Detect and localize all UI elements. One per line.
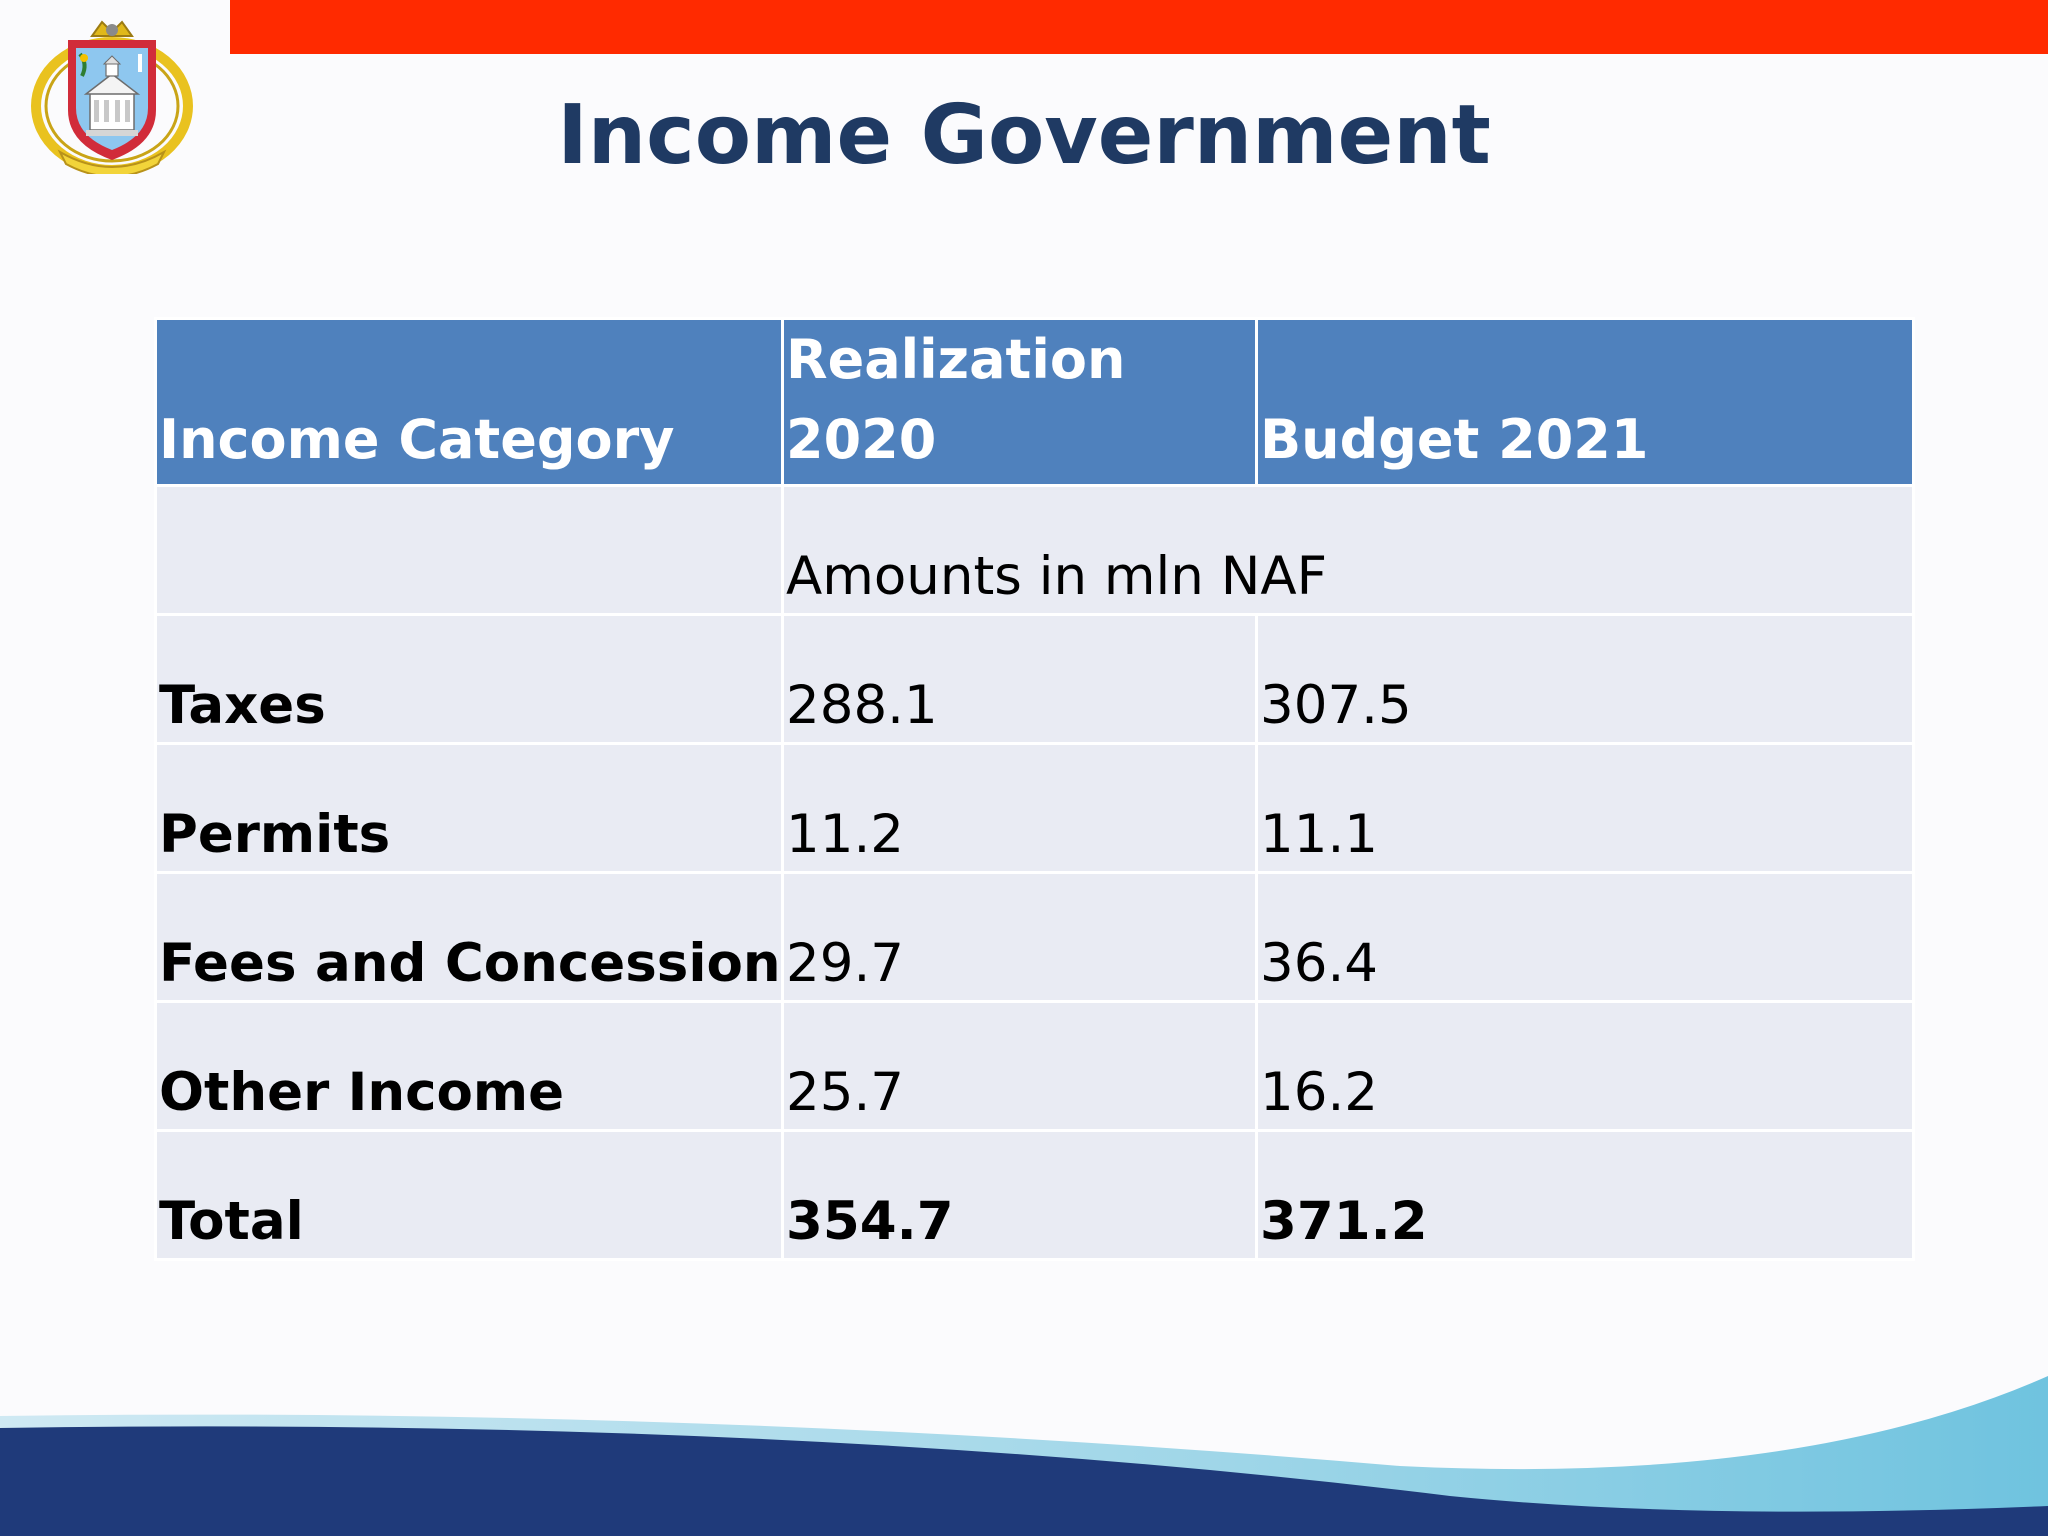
table-row: Fees and Concession 29.7 36.4 [154, 871, 1915, 1003]
budget-value: 307.5 [1255, 613, 1915, 745]
header-budget-2021: Budget 2021 [1255, 317, 1915, 487]
row-label: Other Income [154, 1000, 784, 1132]
header-realization-2020: Realization 2020 [781, 317, 1258, 487]
units-empty-cell [154, 484, 784, 616]
table-header-row: Income Category Realization 2020 Budget … [154, 317, 1915, 487]
realization-value: 11.2 [781, 742, 1258, 874]
budget-value: 371.2 [1255, 1129, 1915, 1261]
realization-value: 25.7 [781, 1000, 1258, 1132]
row-label: Permits [154, 742, 784, 874]
realization-value: 288.1 [781, 613, 1258, 745]
top-accent-bar [230, 0, 2048, 54]
row-label: Taxes [154, 613, 784, 745]
units-row: Amounts in mln NAF [154, 484, 1915, 616]
bottom-wave-decoration [0, 1376, 2048, 1536]
total-row: Total 354.7 371.2 [154, 1129, 1915, 1261]
budget-value: 16.2 [1255, 1000, 1915, 1132]
page-title: Income Government [557, 88, 1491, 183]
realization-value: 29.7 [781, 871, 1258, 1003]
coat-of-arms-icon [30, 14, 195, 178]
table-row: Taxes 288.1 307.5 [154, 613, 1915, 745]
income-table-container: Income Category Realization 2020 Budget … [154, 317, 1915, 1261]
table-row: Permits 11.2 11.1 [154, 742, 1915, 874]
income-table: Income Category Realization 2020 Budget … [154, 317, 1915, 1261]
units-note: Amounts in mln NAF [781, 484, 1915, 616]
table-row: Other Income 25.7 16.2 [154, 1000, 1915, 1132]
budget-value: 11.1 [1255, 742, 1915, 874]
row-label: Fees and Concession [154, 871, 784, 1003]
budget-value: 36.4 [1255, 871, 1915, 1003]
realization-value: 354.7 [781, 1129, 1258, 1261]
row-label: Total [154, 1129, 784, 1261]
header-income-category: Income Category [154, 317, 784, 487]
